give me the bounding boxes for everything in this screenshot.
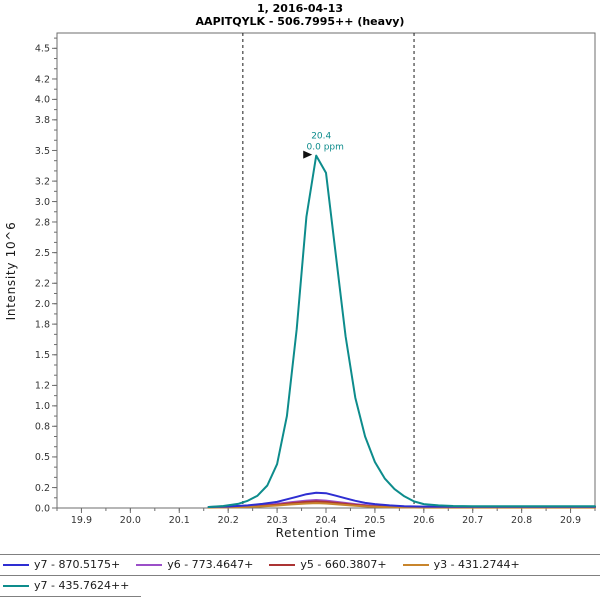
legend-line-swatch <box>269 563 296 566</box>
x-tick-label: 20.0 <box>120 515 141 526</box>
y-tick-label: 3.5 <box>35 146 50 157</box>
y-tick-label: 2.0 <box>35 299 50 310</box>
legend-line-swatch <box>3 584 29 587</box>
y-tick-label: 2.8 <box>35 217 50 228</box>
y-tick-label: 3.2 <box>35 176 50 187</box>
x-tick-label: 20.7 <box>462 515 483 526</box>
legend-line-swatch <box>402 563 429 566</box>
legend-item: y3 - 431.2744+ <box>402 558 520 571</box>
y-tick-label: 1.5 <box>35 350 50 361</box>
y-tick-label: 0.8 <box>35 422 50 433</box>
y-tick-label: 1.0 <box>35 401 50 412</box>
y-tick-label: 4.0 <box>35 95 50 106</box>
legend-line-swatch <box>3 563 29 566</box>
chart-title: 1, 2016-04-13 <box>256 2 344 15</box>
y-axis-label: Intensity 10^6 <box>4 222 18 321</box>
chromatogram-plot[interactable]: 0.0 0.2 0.5 0.8 1.0 1.2 1.5 1.8 2.0 2.2 2.5 2.8 3.0 3… <box>0 0 600 552</box>
legend-item: y6 - 773.4647+ <box>136 558 253 571</box>
plot-border <box>56 32 596 509</box>
y-tick-label: 4.2 <box>35 74 50 85</box>
legend-row: y7 - 870.5175+ y6 - 773.4647+ y5 - 660.380… <box>0 554 600 576</box>
y-tick-label: 0.0 <box>35 503 50 514</box>
peak-annotation-ppm: 0.0 ppm <box>307 143 344 153</box>
series-path-4 <box>207 154 596 508</box>
x-tick-label: 20.8 <box>511 515 532 526</box>
x-tick-label: 20.5 <box>364 515 385 526</box>
peak-arrow-icon <box>303 150 313 159</box>
y-tick-label: 3.8 <box>35 115 50 126</box>
x-tick-label: 20.6 <box>413 515 434 526</box>
x-tick-label: 20.2 <box>218 515 239 526</box>
chart-subtitle: AAPITQYLK - 506.7995++ (heavy) <box>195 15 405 28</box>
legend-item-label: y5 - 660.3807+ <box>300 558 387 571</box>
legend-item-label: y6 - 773.4647+ <box>167 558 254 571</box>
legend-line-swatch <box>136 563 163 566</box>
legend-item: y5 - 660.3807+ <box>269 558 387 571</box>
y-tick-label: 1.2 <box>35 381 50 392</box>
legend-row: y7 - 435.7624++ <box>0 576 142 597</box>
legend-item: y7 - 870.5175+ <box>3 558 120 571</box>
legend: y7 - 870.5175+ y6 - 773.4647+ y5 - 660.380… <box>0 554 600 597</box>
y-tick-label: 1.8 <box>35 319 50 330</box>
peak-annotation-rt: 20.4 <box>311 132 331 142</box>
x-tick-label: 20.9 <box>560 515 581 526</box>
x-tick-label: 20.3 <box>267 515 288 526</box>
y-tick-label: 3.0 <box>35 197 50 208</box>
legend-item-label: y7 - 870.5175+ <box>34 558 121 571</box>
x-axis-label: Retention Time <box>276 526 377 540</box>
legend-item-label: y7 - 435.7624++ <box>34 579 130 592</box>
y-tick-label: 2.5 <box>35 248 50 259</box>
x-tick-label: 20.1 <box>169 515 190 526</box>
legend-item-label: y3 - 431.2744+ <box>433 558 520 571</box>
x-tick-label: 20.4 <box>315 515 336 526</box>
y-tick-label: 4.5 <box>35 44 50 55</box>
y-tick-label: 0.5 <box>35 452 50 463</box>
x-tick-label: 19.9 <box>71 515 92 526</box>
y-tick-label: 0.2 <box>35 483 50 494</box>
legend-item: y7 - 435.7624++ <box>3 579 129 592</box>
y-tick-label: 2.2 <box>35 279 50 290</box>
